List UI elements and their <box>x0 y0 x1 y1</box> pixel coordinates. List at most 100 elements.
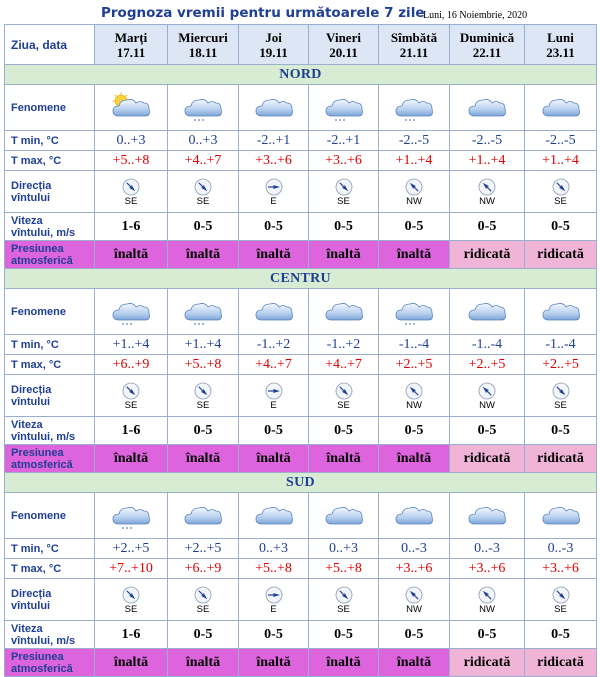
tmin-value: 0..-3 <box>378 538 450 559</box>
cloud-snow-icon <box>109 500 153 532</box>
compass-arrow-icon <box>96 586 167 604</box>
compass-arrow-icon <box>240 178 308 196</box>
compass-arrow-icon <box>169 178 238 196</box>
wind-direction-cell: SE <box>94 578 168 621</box>
day-name: Duminică <box>459 29 515 45</box>
phenomena-label-line1: Fenomene <box>11 305 67 318</box>
phenomena-cell <box>238 288 309 335</box>
day-column-header: Luni 23.11 <box>524 24 597 65</box>
wind-speed-value: 1-6 <box>94 416 168 445</box>
day-column-header: Miercuri 18.11 <box>167 24 239 65</box>
region-name: NORD <box>4 64 597 85</box>
cloud-snow-icon <box>392 92 436 124</box>
wind-direction-row: Direcția vîntului SE SE E SE NW NW SE <box>4 170 597 213</box>
wind-speed-label-line2: vîntului, m/s <box>11 634 76 647</box>
cloud-icon <box>539 500 583 532</box>
wind-speed-value: 0-5 <box>449 416 525 445</box>
day-name: Vineri <box>326 29 361 45</box>
day-column-header: Vineri 20.11 <box>308 24 379 65</box>
phenomena-label-line1: Fenomene <box>11 101 67 114</box>
tmax-value: +6..+9 <box>94 354 168 375</box>
pressure-row: Presiunea atmosferică înaltă înaltă înaltă în… <box>4 648 597 677</box>
tmin-value: 0..+3 <box>308 538 379 559</box>
tmax-value: +3..+6 <box>378 558 450 579</box>
pressure-label: Presiunea atmosferică <box>4 444 95 473</box>
pressure-label: Presiunea atmosferică <box>4 240 95 269</box>
pressure-label-line1: Presiunea <box>11 650 64 663</box>
tmax-label-line1: T max, °C <box>11 154 62 167</box>
tmin-value: -1..+2 <box>238 334 309 355</box>
compass-arrow-icon <box>451 382 524 400</box>
cloud-icon <box>252 296 296 328</box>
wind-direction-value: SE <box>196 603 210 615</box>
pressure-label-line1: Presiunea <box>11 446 64 459</box>
phenomena-cell <box>238 492 309 539</box>
wind-direction-cell: SE <box>94 374 168 417</box>
phenomena-cell <box>449 288 525 335</box>
wind-direction-label-line1: Direcția <box>11 587 52 600</box>
day-name: Miercuri <box>178 29 228 45</box>
wind-speed-label: Viteza vîntului, m/s <box>4 212 95 241</box>
wind-direction-value: NW <box>479 399 495 411</box>
wind-direction-value: SE <box>196 195 210 207</box>
pressure-label-line2: atmosferică <box>11 458 73 471</box>
wind-direction-value: SE <box>124 603 138 615</box>
wind-direction-label-line2: vîntului <box>11 191 51 204</box>
phenomena-cell <box>94 492 168 539</box>
wind-speed-label-line1: Viteza <box>11 622 43 635</box>
wind-speed-value: 0-5 <box>238 416 309 445</box>
tmin-label: T min, °C <box>4 334 95 355</box>
cloud-icon <box>392 500 436 532</box>
compass-arrow-icon <box>310 382 378 400</box>
tmin-value: +2..+5 <box>167 538 239 559</box>
region-name: SUD <box>4 472 597 493</box>
wind-direction-value: SE <box>196 399 210 411</box>
wind-direction-cell: SE <box>167 170 239 213</box>
compass-arrow-icon <box>451 178 524 196</box>
wind-direction-value: NW <box>406 399 422 411</box>
tmax-value: +4..+7 <box>308 354 379 375</box>
wind-direction-value: SE <box>337 603 350 615</box>
wind-speed-value: 0-5 <box>167 620 239 649</box>
wind-speed-value: 1-6 <box>94 212 168 241</box>
region-row: NORD <box>4 64 597 85</box>
tmax-label: T max, °C <box>4 354 95 375</box>
compass-arrow-icon <box>169 382 238 400</box>
wind-speed-row: Viteza vîntului, m/s 1-6 0-5 0-5 0-5 0-5 0-5 0-5 <box>4 620 597 649</box>
wind-direction-value: NW <box>406 603 422 615</box>
day-column-header: Marți 17.11 <box>94 24 168 65</box>
tmax-value: +6..+9 <box>167 558 239 579</box>
pressure-value: ridicată <box>524 648 597 677</box>
tmin-value: -1..-4 <box>449 334 525 355</box>
phenomena-cell <box>308 84 379 131</box>
pressure-value: înaltă <box>378 444 450 473</box>
tmax-value: +1..+4 <box>524 150 597 171</box>
pressure-value: înaltă <box>94 240 168 269</box>
phenomena-cell <box>378 492 450 539</box>
wind-direction-label-line1: Direcția <box>11 383 52 396</box>
tmin-value: +1..+4 <box>94 334 168 355</box>
compass-arrow-icon <box>240 382 308 400</box>
tmax-label: T max, °C <box>4 558 95 579</box>
wind-direction-value: E <box>270 603 277 615</box>
pressure-value: ridicată <box>524 240 597 269</box>
cloud-icon <box>539 296 583 328</box>
compass-arrow-icon <box>526 382 596 400</box>
tmax-value: +2..+5 <box>449 354 525 375</box>
tmin-value: 0..+3 <box>238 538 309 559</box>
wind-direction-cell: NW <box>449 374 525 417</box>
tmax-value: +3..+6 <box>524 558 597 579</box>
wind-speed-value: 0-5 <box>308 620 379 649</box>
region-row: CENTRU <box>4 268 597 289</box>
region-row: SUD <box>4 472 597 493</box>
day-date: 22.11 <box>472 44 502 60</box>
wind-speed-value: 0-5 <box>238 620 309 649</box>
day-column-header: Duminică 22.11 <box>449 24 525 65</box>
wind-direction-cell: SE <box>167 578 239 621</box>
wind-direction-cell: NW <box>449 170 525 213</box>
tmin-row: T min, °C +2..+5 +2..+5 0..+3 0..+3 0..-3 0..-… <box>4 538 597 559</box>
wind-speed-value: 0-5 <box>524 416 597 445</box>
wind-speed-label-line2: vîntului, m/s <box>11 430 76 443</box>
tmax-value: +5..+8 <box>167 354 239 375</box>
pressure-label-line2: atmosferică <box>11 254 73 267</box>
